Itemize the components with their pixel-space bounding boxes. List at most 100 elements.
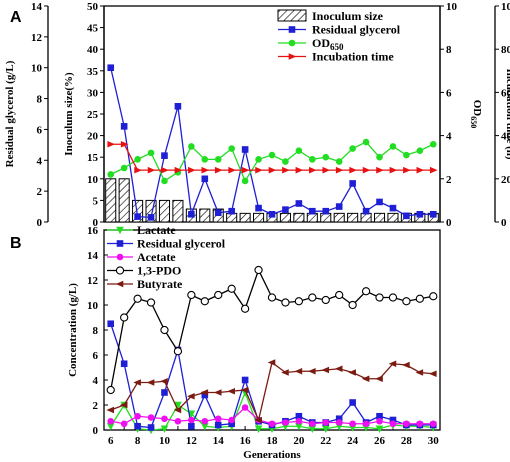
residual-glycerol-point bbox=[376, 198, 383, 206]
od650-point bbox=[335, 158, 343, 165]
residual-glycerol-line bbox=[110, 323, 434, 429]
incubation-time-point bbox=[228, 166, 236, 174]
panel-b-x-tick-label: 22 bbox=[320, 435, 332, 447]
incubation-time-axis-tick-label: 20 bbox=[501, 174, 510, 186]
panel-b-x-tick-label: 18 bbox=[267, 435, 279, 447]
inoculum-size-bar bbox=[279, 212, 291, 223]
butyrate-point bbox=[294, 367, 303, 375]
incubation-time-point bbox=[174, 166, 183, 174]
panel-b-x-tick-label: 26 bbox=[374, 435, 386, 447]
1-3-pdo-point bbox=[375, 293, 384, 302]
residual-glycerol-point bbox=[295, 412, 303, 420]
panel-b-x-tick-label: 8 bbox=[135, 435, 141, 447]
panel-b-x-tick-label: 20 bbox=[293, 435, 305, 447]
inoculum-size-bar bbox=[145, 199, 157, 223]
residual-glycerol-point bbox=[147, 214, 155, 221]
inoculum-size-bar bbox=[105, 178, 117, 223]
od650-point bbox=[268, 151, 276, 159]
acetate-point bbox=[416, 420, 424, 428]
1-3-pdo-point bbox=[133, 294, 142, 303]
incubation-time-point bbox=[120, 140, 129, 148]
1-3-pdo-point bbox=[173, 347, 183, 356]
lactate-point bbox=[160, 425, 169, 434]
residual-glycerol-point bbox=[389, 204, 397, 212]
incubation-time-point bbox=[241, 166, 250, 174]
butyrate-point bbox=[361, 375, 370, 383]
butyrate-point bbox=[213, 389, 222, 396]
legend-b-acetate-marker bbox=[116, 253, 124, 261]
panel-a-label: A bbox=[10, 9, 22, 26]
1-3-pdo-point bbox=[187, 290, 196, 300]
od650-axis-title: OD650 bbox=[469, 100, 483, 129]
legend-od650-label-main: OD bbox=[312, 36, 330, 50]
residual-glycerol-point bbox=[309, 207, 316, 215]
inoculum-size-axis-tick-label: 45 bbox=[87, 23, 99, 35]
incubation-time-point bbox=[282, 166, 290, 174]
od650-point bbox=[241, 177, 249, 185]
1-3-pdo-point bbox=[267, 293, 277, 302]
residual-glycerol-point bbox=[349, 180, 356, 187]
od650-axis-tick-label: 2 bbox=[446, 174, 452, 186]
butyrate-point bbox=[254, 416, 262, 424]
od650-axis: 0 2 4 6 8 10 bbox=[439, 1, 458, 229]
residual-glycerol-axis-tick-label: 10 bbox=[31, 63, 43, 75]
od650-axis-title-sub: 650 bbox=[469, 116, 478, 128]
inoculum-size-axis-tick-label: 25 bbox=[87, 109, 99, 121]
legend-incubation-time-label: Incubation time bbox=[312, 50, 394, 64]
residual-glycerol-axis-tick-label: 6 bbox=[37, 124, 43, 136]
od650-point bbox=[349, 145, 356, 152]
residual-glycerol-point bbox=[107, 320, 115, 328]
1-3-pdo-point bbox=[281, 298, 290, 307]
residual-glycerol-point bbox=[376, 412, 383, 420]
od650-axis-tick-label: 10 bbox=[446, 1, 458, 13]
butyrate-point bbox=[388, 360, 397, 368]
acetate-point bbox=[214, 415, 222, 423]
residual-glycerol-point bbox=[268, 210, 276, 218]
1-3-pdo-point bbox=[254, 265, 263, 275]
butyrate-point bbox=[146, 379, 155, 386]
incubation-time-axis-tick-label: 40 bbox=[501, 131, 510, 143]
acetate-point bbox=[161, 415, 168, 423]
butyrate-point bbox=[200, 389, 209, 396]
residual-glycerol-point bbox=[403, 212, 410, 220]
residual-glycerol-line bbox=[110, 67, 434, 219]
od650-point bbox=[120, 164, 128, 172]
legend-od650-label: OD650 bbox=[312, 36, 344, 52]
panel-b-y-tick-label: 12 bbox=[87, 275, 99, 287]
incubation-time-point bbox=[188, 166, 196, 174]
inoculum-size-bar bbox=[199, 208, 211, 223]
inoculum-size-bar bbox=[239, 212, 251, 223]
1-3-pdo-point bbox=[335, 290, 344, 300]
acetate-point bbox=[241, 404, 249, 411]
acetate-point bbox=[188, 416, 195, 424]
lactate-point bbox=[254, 425, 263, 434]
panel-b-y-tick-label: 4 bbox=[93, 375, 99, 387]
residual-glycerol-point bbox=[161, 152, 168, 159]
panel-b-x-tick-label: 24 bbox=[347, 435, 359, 447]
panel-b-y-tick-label: 6 bbox=[93, 350, 99, 362]
od650-point bbox=[201, 156, 209, 163]
od650-axis-tick-label: 4 bbox=[446, 131, 452, 143]
legend-b-1-3-pdo-label: 1,3-PDO bbox=[137, 264, 181, 278]
od650-axis-tick-label: 0 bbox=[446, 217, 452, 229]
residual-glycerol-axis-tick-label: 2 bbox=[37, 186, 43, 198]
butyrate-point bbox=[240, 386, 249, 394]
butyrate-point bbox=[106, 406, 115, 414]
panel-b-y-tick-label: 16 bbox=[87, 225, 99, 237]
1-3-pdo-point bbox=[402, 297, 411, 306]
od650-point bbox=[295, 147, 303, 155]
acetate-point bbox=[134, 412, 141, 420]
od650-point bbox=[161, 177, 168, 185]
residual-glycerol-point bbox=[201, 175, 209, 183]
legend-b-residual-glycerol-marker bbox=[116, 240, 124, 247]
residual-glycerol-point bbox=[214, 421, 222, 429]
incubation-time-point bbox=[161, 166, 169, 174]
inoculum-size-axis-tick-label: 50 bbox=[87, 1, 99, 13]
inoculum-size-axis-tick-label: 40 bbox=[87, 44, 99, 56]
residual-glycerol-point bbox=[201, 391, 209, 399]
acetate-point bbox=[282, 419, 289, 426]
panel-b-y-tick-label: 14 bbox=[87, 250, 99, 262]
od650-point bbox=[255, 156, 262, 163]
residual-glycerol-point bbox=[107, 64, 115, 72]
